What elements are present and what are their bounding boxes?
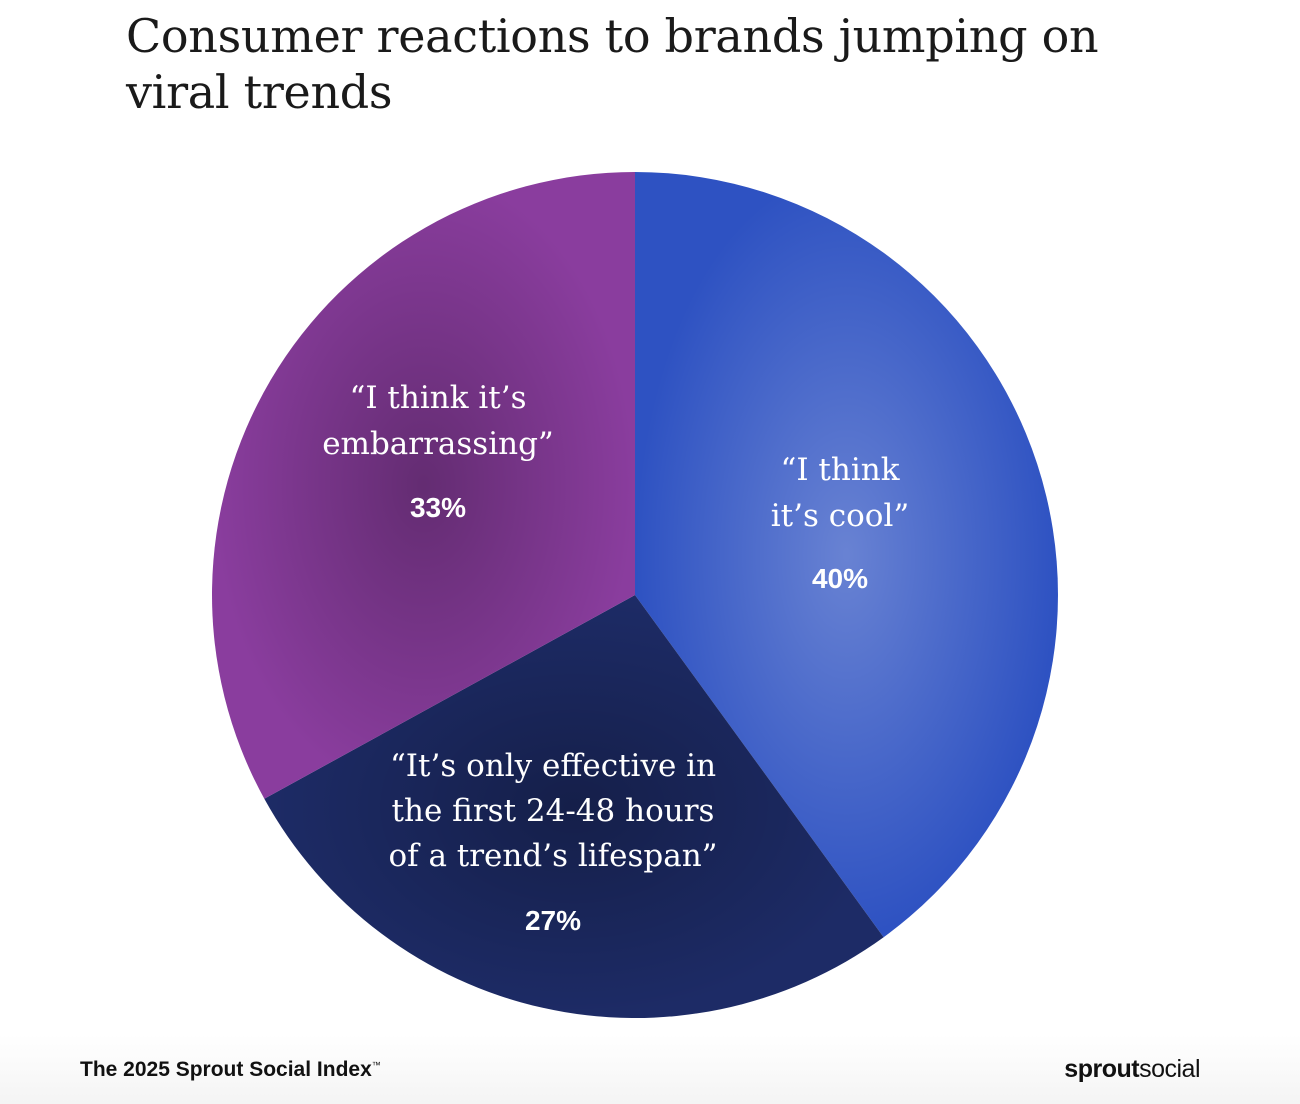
- slice-effective-value: 27%: [525, 905, 581, 936]
- trademark-mark: ™: [371, 1060, 381, 1070]
- slice-effective-label-line: the first 24-48 hours: [392, 793, 715, 829]
- slice-embarrassing-shading: [211, 172, 636, 799]
- footer: The 2025 Sprout Social Index™ sproutsoci…: [0, 1035, 1300, 1104]
- source-note: The 2025 Sprout Social Index™: [80, 1058, 381, 1082]
- slice-cool-label-line: it’s cool”: [771, 498, 909, 534]
- source-text: The 2025 Sprout Social Index: [80, 1058, 372, 1081]
- slice-embarrassing-label-line: embarrassing”: [322, 426, 554, 462]
- slice-cool-value: 40%: [812, 563, 868, 594]
- slice-cool-label-line: “I think: [780, 452, 899, 488]
- brand-logo-bold: sprout: [1064, 1055, 1140, 1083]
- brand-logo: sproutsocial: [1064, 1055, 1200, 1084]
- pie-chart: “I think it’s cool” 40% “It’s only effectiv…: [211, 172, 1058, 1018]
- slice-effective-shading: [264, 595, 884, 1018]
- slice-embarrassing-label-line: “I think it’s: [349, 380, 526, 416]
- slices-layer: [211, 172, 1058, 1018]
- chart-title: Consumer reactions to brands jumping on …: [126, 9, 1099, 119]
- slice-embarrassing-value: 33%: [410, 492, 466, 523]
- slice-cool-shading: [635, 172, 1058, 938]
- slice-effective-label-line: of a trend’s lifespan”: [388, 838, 717, 874]
- slice-effective-label-line: “It’s only effective in: [390, 748, 716, 784]
- brand-logo-light: social: [1139, 1055, 1200, 1083]
- labels-layer: “I think it’s cool” 40% “It’s only effectiv…: [322, 380, 909, 936]
